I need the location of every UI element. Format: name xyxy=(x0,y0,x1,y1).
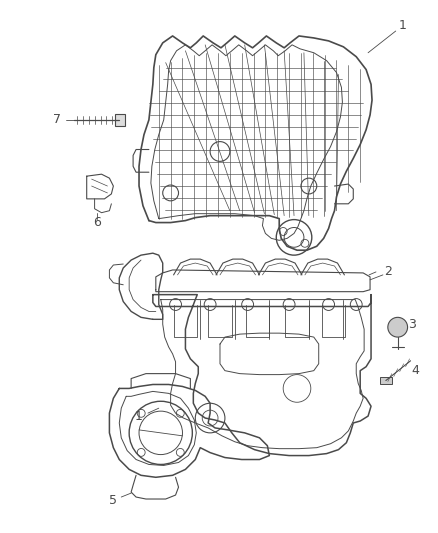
Circle shape xyxy=(388,317,408,337)
FancyBboxPatch shape xyxy=(380,377,392,384)
Text: 1: 1 xyxy=(399,19,406,31)
Text: 6: 6 xyxy=(92,216,100,229)
Text: 4: 4 xyxy=(412,364,420,377)
Text: 1: 1 xyxy=(135,409,143,423)
Text: 3: 3 xyxy=(409,318,417,331)
Text: 2: 2 xyxy=(384,265,392,278)
FancyBboxPatch shape xyxy=(115,114,125,126)
Text: 7: 7 xyxy=(53,114,61,126)
Text: 5: 5 xyxy=(110,494,117,506)
